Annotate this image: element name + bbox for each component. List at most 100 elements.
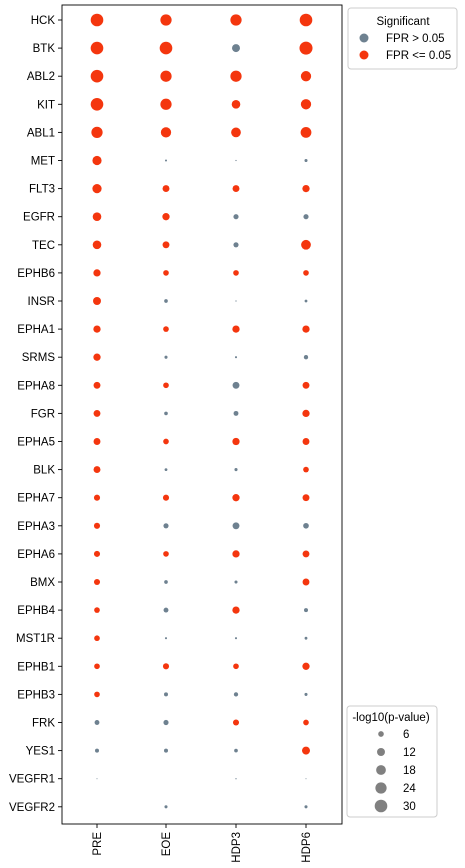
dot-mst1r-hdp6 (304, 636, 308, 640)
dot-blk-hdp6 (303, 466, 309, 473)
dot-ephb3-hdp3 (233, 692, 239, 697)
dot-epha7-pre (93, 494, 101, 501)
dot-epha3-hdp3 (232, 522, 240, 530)
y-tick-label-egfr: EGFR (23, 212, 55, 224)
x-tick-label-hdp6: HDP6 (301, 832, 313, 863)
dot-egfr-hdp3 (233, 214, 239, 220)
legend-size-dot-18 (376, 765, 386, 775)
y-tick-label-mst1r: MST1R (16, 633, 55, 645)
y-tick-label-btk: BTK (33, 43, 56, 55)
y-axis: HCK BTK ABL2 KIT ABL1 MET FLT3 EGFR TEC EPHB6 INSR… (9, 15, 62, 814)
legend-size-dot-24 (375, 782, 387, 794)
dot-ephb6-hdp6 (303, 270, 309, 276)
dot-hck-hdp6 (299, 13, 313, 27)
y-tick-label-frk: FRK (32, 718, 55, 730)
dot-epha5-hdp3 (232, 437, 240, 446)
dot-fgr-eoe (164, 411, 168, 416)
y-tick-label-met: MET (31, 156, 55, 168)
x-tick-label-hdp3: HDP3 (231, 832, 243, 863)
dot-epha1-eoe (163, 326, 169, 332)
dot-epha1-pre (93, 325, 101, 333)
legend-size-label-30: 30 (403, 801, 416, 813)
dot-flt3-hdp6 (302, 184, 310, 193)
y-tick-label-ephb6: EPHB6 (17, 268, 55, 280)
legend-size-dot-6 (378, 731, 384, 737)
dot-btk-eoe (159, 41, 173, 55)
dot-srms-eoe (164, 355, 168, 359)
x-axis: PRE EOE HDP3 HDP6 (92, 824, 313, 863)
dot-ephb6-hdp3 (233, 270, 239, 276)
dot-epha6-pre (93, 550, 101, 557)
dot-insr-pre (93, 297, 101, 305)
y-tick-label-tec: TEC (32, 240, 55, 252)
y-tick-label-epha3: EPHA3 (17, 521, 55, 533)
dot-ephb6-pre (93, 269, 101, 277)
dot-epha5-eoe (163, 438, 169, 445)
dot-epha6-hdp6 (302, 550, 310, 558)
dot-epha7-hdp3 (232, 494, 240, 502)
dot-epha6-eoe (163, 551, 169, 557)
legend-size-label-12: 12 (403, 747, 416, 759)
dot-kit-hdp3 (231, 100, 241, 109)
legend-significance: Significant FPR > 0.05 FPR <= 0.05 (347, 7, 458, 70)
dot-vegfr1-hdp3 (235, 778, 237, 780)
legend-dot-not-significant (359, 33, 369, 43)
dot-epha3-pre (93, 522, 101, 529)
dot-btk-hdp3 (232, 44, 240, 53)
dot-egfr-pre (92, 212, 102, 221)
dot-epha5-pre (93, 438, 101, 445)
dot-abl1-hdp3 (231, 127, 241, 138)
y-tick-label-epha6: EPHA6 (17, 549, 55, 561)
legend-label-significant: FPR <= 0.05 (386, 50, 451, 62)
legend-size-dot-12 (377, 748, 385, 756)
dot-frk-hdp6 (303, 719, 309, 726)
y-tick-label-epha5: EPHA5 (17, 437, 55, 449)
dot-blk-hdp3 (234, 468, 238, 472)
y-tick-label-vegfr2: VEGFR2 (9, 802, 55, 814)
legend-size-box (346, 705, 438, 818)
dot-epha1-hdp6 (302, 325, 310, 333)
y-tick-label-insr: INSR (28, 296, 55, 308)
dot-met-hdp3 (235, 159, 237, 162)
legend-size-items: 6 12 18 24 30 (374, 729, 416, 813)
dot-vegfr1-pre (96, 778, 98, 780)
dot-srms-hdp3 (234, 356, 238, 359)
dot-abl2-hdp6 (300, 71, 312, 82)
dot-frk-hdp3 (232, 719, 240, 726)
dot-ephb3-pre (94, 691, 100, 698)
dot-epha8-eoe (163, 382, 169, 389)
y-tick-label-hck: HCK (31, 15, 56, 27)
dot-vegfr2-eoe (164, 805, 168, 809)
dot-met-hdp6 (304, 158, 308, 163)
y-tick-label-epha8: EPHA8 (17, 380, 55, 392)
y-tick-label-kit: KIT (37, 99, 55, 111)
y-tick-label-bmx: BMX (30, 577, 55, 589)
dot-bmx-eoe (164, 580, 168, 584)
y-tick-label-epha1: EPHA1 (17, 324, 55, 336)
dot-tec-hdp6 (301, 239, 311, 250)
dot-mst1r-pre (94, 635, 100, 642)
dot-abl2-hdp3 (230, 70, 242, 82)
dot-ephb4-eoe (163, 607, 169, 613)
dot-bmx-hdp6 (302, 578, 310, 586)
dot-srms-hdp6 (303, 355, 309, 360)
dot-ephb3-eoe (164, 692, 168, 697)
x-tick-label-eoe: EOE (161, 832, 173, 857)
dot-epha5-hdp6 (302, 438, 310, 445)
dot-abl2-eoe (160, 70, 172, 82)
dot-abl2-pre (90, 69, 104, 83)
dot-fgr-pre (93, 409, 101, 417)
y-tick-label-ephb3: EPHB3 (17, 689, 55, 701)
dot-frk-eoe (163, 719, 169, 726)
y-tick-label-flt3: FLT3 (29, 184, 55, 196)
dot-egfr-eoe (162, 213, 170, 221)
legend-size-dot-30 (374, 799, 388, 813)
dot-mst1r-hdp3 (234, 637, 238, 640)
dot-epha6-hdp3 (232, 550, 240, 558)
dot-ephb1-hdp3 (233, 663, 239, 670)
dot-blk-eoe (164, 468, 168, 472)
dot-frk-pre (94, 720, 100, 725)
y-tick-label-yes1: YES1 (26, 746, 55, 758)
x-tick-label-pre: PRE (92, 832, 104, 856)
